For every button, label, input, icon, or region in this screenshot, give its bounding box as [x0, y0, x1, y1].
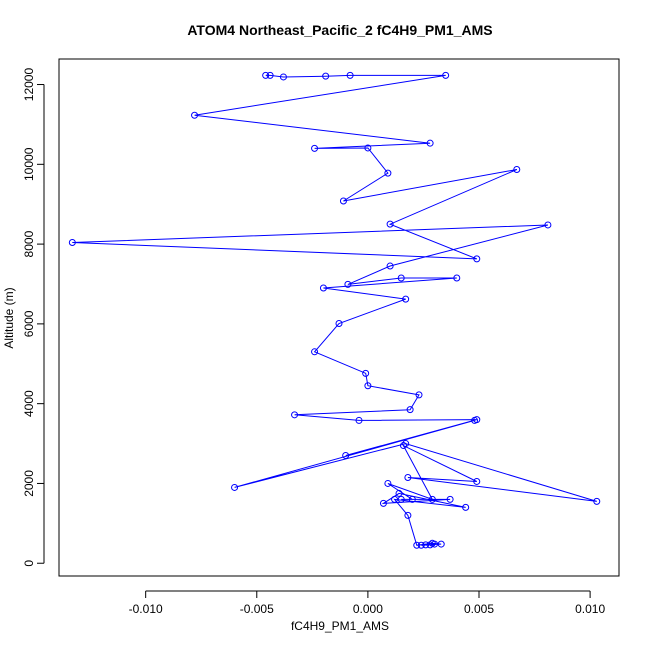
data-point	[413, 541, 421, 549]
y-tick-label: 4000	[22, 390, 36, 417]
data-point	[453, 274, 461, 282]
y-axis-label: Altitude (m)	[2, 287, 16, 348]
data-point	[428, 539, 436, 547]
data-point	[422, 541, 430, 549]
chart-title: ATOM4 Northeast_Pacific_2 fC4H9_PM1_AMS	[187, 22, 492, 38]
data-point	[397, 274, 405, 282]
data-point	[446, 495, 454, 503]
data-point	[346, 71, 354, 79]
data-point	[322, 72, 330, 80]
y-tick-label: 2000	[22, 470, 36, 497]
data-point	[513, 166, 521, 174]
x-tick-label: 0.005	[464, 602, 494, 616]
data-point	[415, 391, 423, 399]
data-point	[473, 255, 481, 263]
series-points	[68, 71, 601, 549]
data-point	[231, 483, 239, 491]
data-point	[417, 541, 425, 549]
data-point	[386, 220, 394, 228]
y-axis: 0 2000 4000 6000 8000 10000 12000	[22, 68, 45, 567]
data-point	[266, 71, 274, 79]
data-point	[406, 406, 414, 414]
data-point	[335, 319, 343, 327]
y-tick-label: 6000	[22, 310, 36, 337]
data-point	[191, 111, 199, 119]
data-point	[262, 71, 270, 79]
y-tick-label: 8000	[22, 230, 36, 257]
data-point	[311, 144, 319, 152]
data-point	[442, 71, 450, 79]
series-line	[72, 74, 597, 546]
x-tick-label: -0.010	[129, 602, 163, 616]
data-point	[291, 411, 299, 419]
data-point	[364, 382, 372, 390]
y-tick-label: 12000	[22, 68, 36, 102]
data-point	[362, 369, 370, 377]
data-point	[384, 169, 392, 177]
x-tick-label: 0.010	[575, 602, 605, 616]
data-point	[593, 497, 601, 505]
data-point	[395, 489, 403, 497]
data-point	[68, 239, 76, 247]
data-point	[311, 348, 319, 356]
data-point	[544, 221, 552, 229]
plot-frame	[58, 58, 620, 577]
data-point	[428, 495, 436, 503]
data-point	[473, 416, 481, 424]
data-point	[473, 477, 481, 485]
data-point	[426, 139, 434, 147]
data-point	[364, 144, 372, 152]
x-axis-label: fC4H9_PM1_AMS	[291, 619, 389, 633]
data-point	[462, 503, 470, 511]
data-point	[279, 73, 287, 81]
data-point	[379, 499, 387, 507]
x-tick-label: -0.005	[240, 602, 274, 616]
data-point	[344, 280, 352, 288]
data-point	[384, 479, 392, 487]
data-point	[319, 284, 327, 292]
data-point	[391, 495, 399, 503]
data-point	[437, 540, 445, 548]
data-point	[404, 473, 412, 481]
data-point	[397, 495, 405, 503]
y-tick-label: 0	[22, 560, 36, 567]
data-point	[402, 295, 410, 303]
data-point	[386, 262, 394, 270]
x-tick-label: 0.000	[353, 602, 383, 616]
data-point	[355, 416, 363, 424]
data-point	[408, 495, 416, 503]
y-tick-label: 10000	[22, 147, 36, 181]
data-point	[342, 452, 350, 460]
x-axis: -0.010 -0.005 0.000 0.005 0.010	[129, 590, 605, 616]
data-point	[399, 442, 407, 450]
data-point	[402, 440, 410, 448]
data-point	[339, 197, 347, 205]
data-point	[404, 511, 412, 519]
